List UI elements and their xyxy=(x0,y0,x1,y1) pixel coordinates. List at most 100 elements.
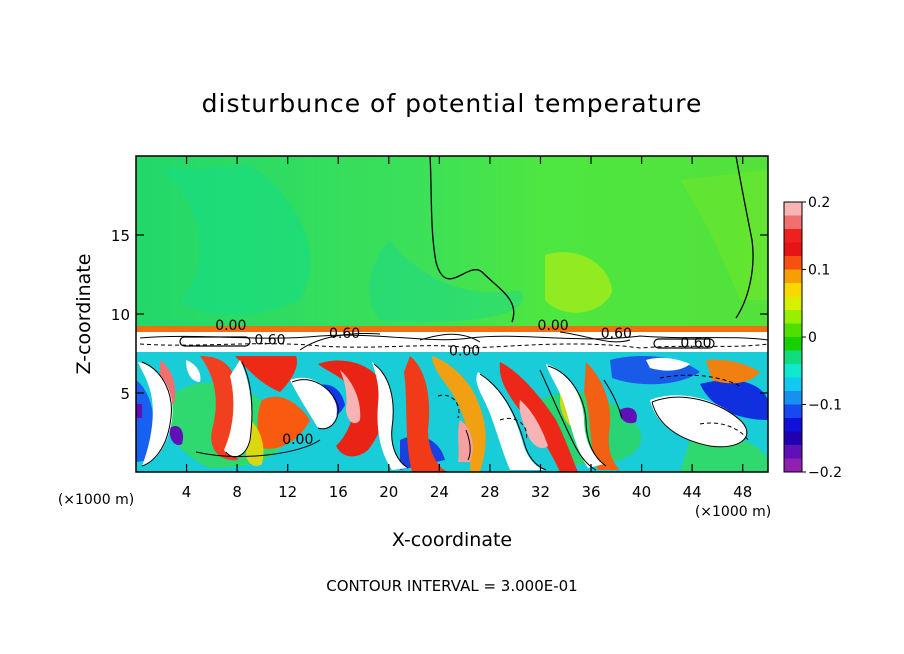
lower-contour-line-dashed xyxy=(437,394,460,419)
contour-label: 0.60 xyxy=(601,326,632,342)
colorbar-swatch xyxy=(784,269,802,284)
contour-label: 0.00 xyxy=(215,318,246,334)
lower-contour-line xyxy=(195,439,321,457)
contour-label: 0.00 xyxy=(538,318,569,334)
y-axis: 5 10 15 xyxy=(111,227,768,403)
x-unit-left: (×1000 m) xyxy=(58,492,134,508)
warm-plume xyxy=(706,359,760,384)
x-tick-label: 24 xyxy=(430,483,449,501)
y-axis-label: Z-coordinate xyxy=(73,254,95,375)
x-tick-label: 48 xyxy=(733,483,752,501)
band-contour-line xyxy=(139,334,768,341)
colorbar-swatch xyxy=(784,364,802,378)
neutral-region xyxy=(186,360,201,382)
neutral-region xyxy=(372,362,408,470)
lower-contour-line xyxy=(539,369,597,471)
lower-contour-line xyxy=(603,379,623,419)
colorbar-swatch xyxy=(784,283,802,297)
colorbar-tick-label: 0.2 xyxy=(808,195,830,211)
colorbar-swatch xyxy=(784,229,802,243)
neutral-region xyxy=(138,362,173,466)
x-tick-label: 8 xyxy=(232,483,242,501)
x-tick-label: 20 xyxy=(379,483,398,501)
colorbar-swatch xyxy=(784,256,802,270)
inversion-band xyxy=(136,326,768,332)
band-contour-line xyxy=(299,331,631,351)
colorbar-swatch xyxy=(784,296,802,311)
x-axis: 4 8 12 16 20 24 28 32 36 40 44 48 xyxy=(182,156,752,501)
colorbar-swatch xyxy=(784,215,802,230)
y-tick-label: 10 xyxy=(111,306,130,324)
y-tick-label: 5 xyxy=(120,385,130,403)
lower-contour-line xyxy=(291,379,339,430)
warm-plume xyxy=(404,356,448,472)
colorbar-swatch xyxy=(784,337,802,351)
lower-contour-line xyxy=(547,365,607,467)
lower-contour-line-dashed xyxy=(699,422,749,441)
lower-field-patch-purple xyxy=(169,425,184,446)
warm-plume-core xyxy=(458,420,473,462)
contour-label: 0.60 xyxy=(254,332,285,348)
lower-contour-line-dashed xyxy=(499,418,528,441)
colorbar-swatch xyxy=(784,458,802,473)
plot-area: 0.00 0.60 0.60 0.00 0.00 0.60 0.60 0.00 xyxy=(136,156,768,472)
contour-label: 0.60 xyxy=(329,326,360,342)
lower-contour-line xyxy=(141,361,172,467)
x-unit-right: (×1000 m) xyxy=(695,504,771,520)
x-tick-label: 28 xyxy=(480,483,499,501)
x-tick-label: 36 xyxy=(581,483,600,501)
neutral-region xyxy=(546,364,604,468)
band-contour-line xyxy=(139,343,768,349)
colorbar-swatch xyxy=(784,391,802,405)
upper-field-patch-yellow xyxy=(545,252,612,313)
lower-contour-line-dashed xyxy=(659,374,741,387)
colorbar-swatch xyxy=(784,310,802,324)
colorbar-swatch xyxy=(784,404,802,419)
colorbar-tick-label: 0 xyxy=(808,330,817,346)
contour-label: 0.60 xyxy=(680,335,711,351)
contour-label: 0.00 xyxy=(282,432,313,448)
lower-field-patch-purple xyxy=(619,407,637,424)
lower-contour-line xyxy=(651,396,748,448)
colorbar-tick-label: 0.1 xyxy=(808,263,830,279)
warm-plume xyxy=(257,396,310,449)
lower-field-patch-purple xyxy=(136,404,142,418)
colorbar-swatch xyxy=(784,445,802,459)
warm-plume xyxy=(235,356,298,392)
upper-contour-line xyxy=(735,156,754,319)
colorbar-swatch xyxy=(784,202,802,216)
colorbar-swatch xyxy=(784,350,802,365)
lower-field-patch-green xyxy=(680,436,768,472)
colorbar-swatch xyxy=(784,323,802,338)
warm-plume-core xyxy=(340,370,361,424)
x-tick-label: 4 xyxy=(182,483,192,501)
warm-plume xyxy=(200,356,238,461)
chart-title: disturbunce of potential temperature xyxy=(202,89,703,118)
neutral-region xyxy=(476,372,544,470)
colorbar-swatch xyxy=(784,431,802,446)
upper-field-patch-yellow xyxy=(680,170,768,300)
lower-contour-lines xyxy=(141,361,749,471)
warm-plume xyxy=(499,362,578,472)
lower-contour-line xyxy=(479,373,547,471)
band-contour-loop xyxy=(179,336,251,347)
neutral-region xyxy=(646,357,690,371)
warm-plume-core xyxy=(519,400,548,449)
upper-contour-line xyxy=(429,156,515,323)
x-axis-label: X-coordinate xyxy=(392,529,512,551)
warm-plume xyxy=(318,360,385,457)
x-tick-label: 32 xyxy=(531,483,550,501)
upper-field-patch-cyan xyxy=(369,240,523,322)
x-tick-label: 40 xyxy=(632,483,651,501)
x-tick-label: 16 xyxy=(329,483,348,501)
colorbar-tick-label: −0.1 xyxy=(808,398,842,414)
band-contour-loop xyxy=(653,338,715,349)
lower-field-patch-blue xyxy=(700,380,768,420)
x-tick-label: 44 xyxy=(683,483,702,501)
colorbar-swatch xyxy=(784,418,802,432)
colorbar: 0.2 0.1 0 −0.1 −0.2 xyxy=(783,195,842,481)
neutral-region xyxy=(224,360,252,457)
y-tick-label: 15 xyxy=(111,227,130,245)
inversion-band-white xyxy=(136,332,768,352)
